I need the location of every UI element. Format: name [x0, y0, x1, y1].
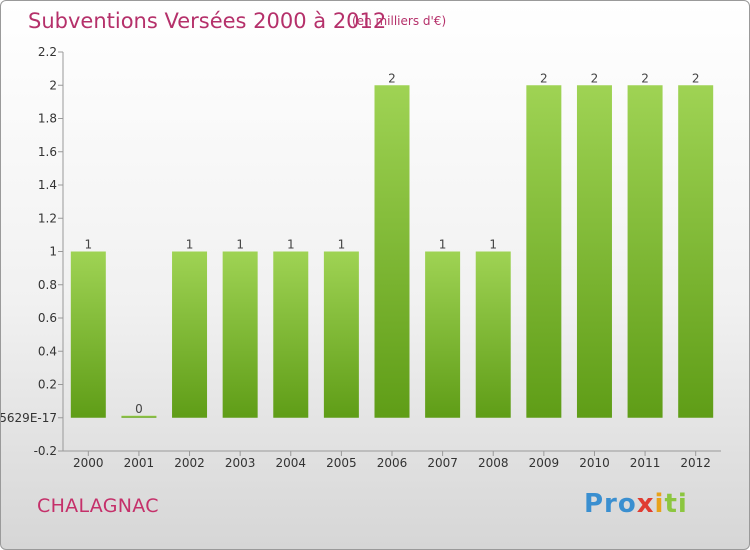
x-tick-label: 2000: [73, 456, 104, 470]
commune-name: CHALAGNAC: [37, 495, 159, 517]
y-tick-label: -0.2: [34, 444, 57, 458]
y-tick-label: 0.2: [38, 378, 57, 392]
x-tick-label: 2010: [579, 456, 610, 470]
logo-part-1: Pro: [584, 489, 637, 519]
bar[interactable]: [576, 85, 612, 418]
x-tick-label: 2001: [124, 456, 155, 470]
x-tick-label: 2009: [529, 456, 560, 470]
bar[interactable]: [323, 251, 359, 418]
bar[interactable]: [627, 85, 663, 418]
data-label: 2: [388, 71, 396, 85]
bar[interactable]: [374, 85, 410, 418]
bar[interactable]: [425, 251, 461, 418]
y-tick-label: 1.8: [38, 112, 57, 126]
y-tick-label: 1: [49, 245, 57, 259]
data-label: 2: [540, 71, 548, 85]
x-tick-label: 2012: [680, 456, 711, 470]
bar[interactable]: [526, 85, 562, 418]
data-label: 1: [186, 238, 194, 252]
chart-title: Subventions Versées 2000 à 2012: [28, 9, 387, 33]
chart-subtitle: (en milliers d'€): [352, 14, 447, 28]
bar[interactable]: [273, 251, 309, 418]
data-label: 1: [84, 238, 92, 252]
data-label: 2: [641, 71, 649, 85]
bar[interactable]: [678, 85, 714, 418]
x-tick-label: 2004: [275, 456, 306, 470]
bar[interactable]: [70, 251, 106, 418]
y-tick-label: 2: [49, 78, 57, 92]
data-label: 2: [591, 71, 599, 85]
logo-part-2: x: [636, 489, 655, 519]
logo-part-4: ti: [664, 489, 688, 519]
x-tick-label: 2007: [427, 456, 458, 470]
y-tick-label: 1.6: [38, 145, 57, 159]
y-tick-label: 1.4: [38, 178, 57, 192]
data-label: 1: [338, 238, 346, 252]
x-tick-label: 2006: [377, 456, 408, 470]
bar[interactable]: [121, 415, 157, 418]
logo-part-3: i: [654, 489, 665, 519]
bar[interactable]: [222, 251, 258, 418]
proxiti-logo[interactable]: Proxiti: [584, 489, 688, 519]
bar[interactable]: [475, 251, 511, 418]
x-tick-label: 2002: [174, 456, 205, 470]
data-label: 1: [489, 238, 497, 252]
x-tick-label: 2005: [326, 456, 357, 470]
data-label: 1: [236, 238, 244, 252]
y-tick-label: 0.8: [38, 278, 57, 292]
x-tick-label: 2008: [478, 456, 509, 470]
x-tick-label: 2011: [630, 456, 661, 470]
y-tick-label: 2.2: [38, 45, 57, 59]
y-tick-label: -15629E-17: [1, 411, 57, 425]
y-tick-label: 0.6: [38, 311, 57, 325]
y-tick-label: 1.2: [38, 211, 57, 225]
bar[interactable]: [172, 251, 208, 418]
data-label: 2: [692, 71, 700, 85]
data-label: 0: [135, 402, 143, 416]
data-label: 1: [287, 238, 295, 252]
y-tick-label: 0.4: [38, 344, 57, 358]
x-tick-label: 2003: [225, 456, 256, 470]
data-label: 1: [439, 238, 447, 252]
